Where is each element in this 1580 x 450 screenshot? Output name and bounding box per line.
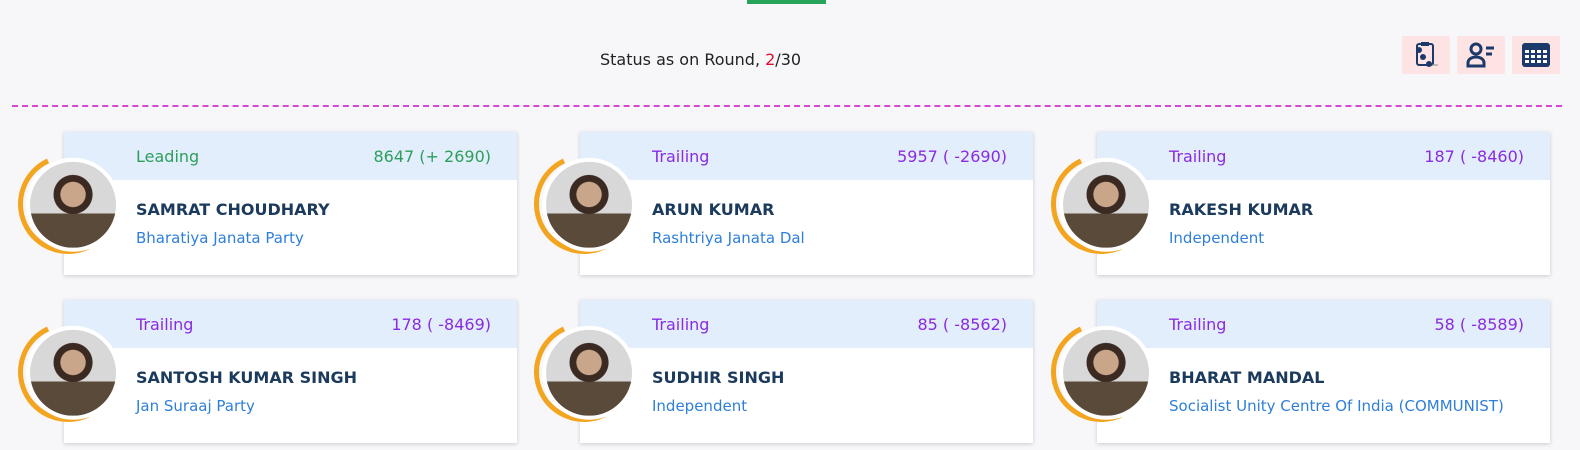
card-header: Trailing 85 ( -8562) [580,300,1033,348]
user-list-icon [1466,42,1494,68]
candidate-name: RAKESH KUMAR [1169,200,1314,219]
candidate-name: SAMRAT CHOUDHARY [136,200,330,219]
clipboard-list-icon [1416,42,1438,67]
round-status: Status as on Round, 2/30 [600,50,801,69]
candidate-photo [1063,161,1150,248]
card-header: Trailing 5957 ( -2690) [580,132,1033,180]
divider [12,105,1562,107]
candidate-card[interactable]: Trailing 178 ( -8469) SANTOSH KUMAR SINGH… [3,300,517,443]
vote-count: 58 ( -8589) [1434,314,1524,334]
user-list-button[interactable] [1457,36,1505,74]
candidate-status: Trailing [652,146,710,166]
vote-count: 8647 (+ 2690) [373,146,492,166]
candidate-status: Trailing [1169,314,1227,334]
card-header: Trailing 58 ( -8589) [1097,300,1550,348]
candidate-status: Trailing [652,314,710,334]
candidate-photo [546,161,633,248]
view-toolbar [1402,36,1560,74]
vote-count: 178 ( -8469) [391,314,491,334]
candidate-photo [546,329,633,416]
vote-count: 187 ( -8460) [1424,146,1524,166]
candidate-photo [30,329,117,416]
party-name: Bharatiya Janata Party [136,229,304,247]
candidate-card[interactable]: Leading 8647 (+ 2690) SAMRAT CHOUDHARY Bh… [3,132,517,275]
active-tab-indicator [747,0,826,4]
party-name: Independent [1169,229,1265,247]
candidate-photo [1063,329,1150,416]
candidate-card[interactable]: Trailing 187 ( -8460) RAKESH KUMAR Indepe… [1036,132,1550,275]
candidate-photo [30,161,117,248]
candidate-card[interactable]: Trailing 58 ( -8589) BHARAT MANDAL Social… [1036,300,1550,443]
clipboard-list-button[interactable] [1402,36,1450,74]
current-round: 2 [765,50,776,69]
candidate-card[interactable]: Trailing 5957 ( -2690) ARUN KUMAR Rashtri… [519,132,1033,275]
candidate-card[interactable]: Trailing 85 ( -8562) SUDHIR SINGH Indepen… [519,300,1033,443]
candidate-status: Leading [136,146,200,166]
vote-count: 5957 ( -2690) [897,146,1007,166]
candidate-name: BHARAT MANDAL [1169,368,1325,387]
candidate-status: Trailing [136,314,194,334]
card-header: Leading 8647 (+ 2690) [64,132,517,180]
card-header: Trailing 178 ( -8469) [64,300,517,348]
round-separator: / [775,50,781,69]
party-name: Rashtriya Janata Dal [652,229,805,247]
status-label: Status as on Round, [600,50,766,69]
total-rounds: 30 [780,50,802,69]
vote-count: 85 ( -8562) [917,314,1007,334]
table-grid-button[interactable] [1512,36,1560,74]
candidate-name: SANTOSH KUMAR SINGH [136,368,357,387]
candidate-name: SUDHIR SINGH [652,368,785,387]
card-header: Trailing 187 ( -8460) [1097,132,1550,180]
table-grid-icon [1522,43,1550,67]
candidate-status: Trailing [1169,146,1227,166]
party-name: Socialist Unity Centre Of India (COMMUNI… [1169,397,1504,415]
party-name: Independent [652,397,748,415]
party-name: Jan Suraaj Party [136,397,255,415]
candidate-name: ARUN KUMAR [652,200,775,219]
